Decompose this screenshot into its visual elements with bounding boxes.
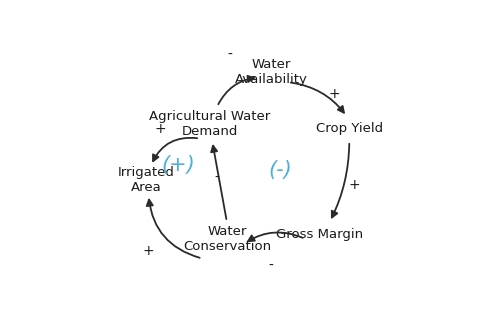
Text: +: + bbox=[348, 178, 360, 192]
Text: (+): (+) bbox=[161, 156, 195, 176]
Text: +: + bbox=[329, 87, 340, 101]
Text: Crop Yield: Crop Yield bbox=[316, 122, 383, 135]
Text: -: - bbox=[214, 171, 220, 185]
Text: +: + bbox=[155, 122, 166, 136]
Text: -: - bbox=[268, 259, 274, 273]
Text: Agricultural Water
Demand: Agricultural Water Demand bbox=[149, 110, 270, 138]
Text: Irrigated
Area: Irrigated Area bbox=[118, 166, 174, 194]
Text: +: + bbox=[142, 244, 154, 258]
Text: Water
Availability: Water Availability bbox=[234, 59, 308, 86]
Text: Gross Margin: Gross Margin bbox=[276, 228, 364, 240]
Text: -: - bbox=[227, 48, 232, 62]
Text: (-): (-) bbox=[269, 160, 292, 180]
Text: Water
Conservation: Water Conservation bbox=[183, 225, 271, 253]
